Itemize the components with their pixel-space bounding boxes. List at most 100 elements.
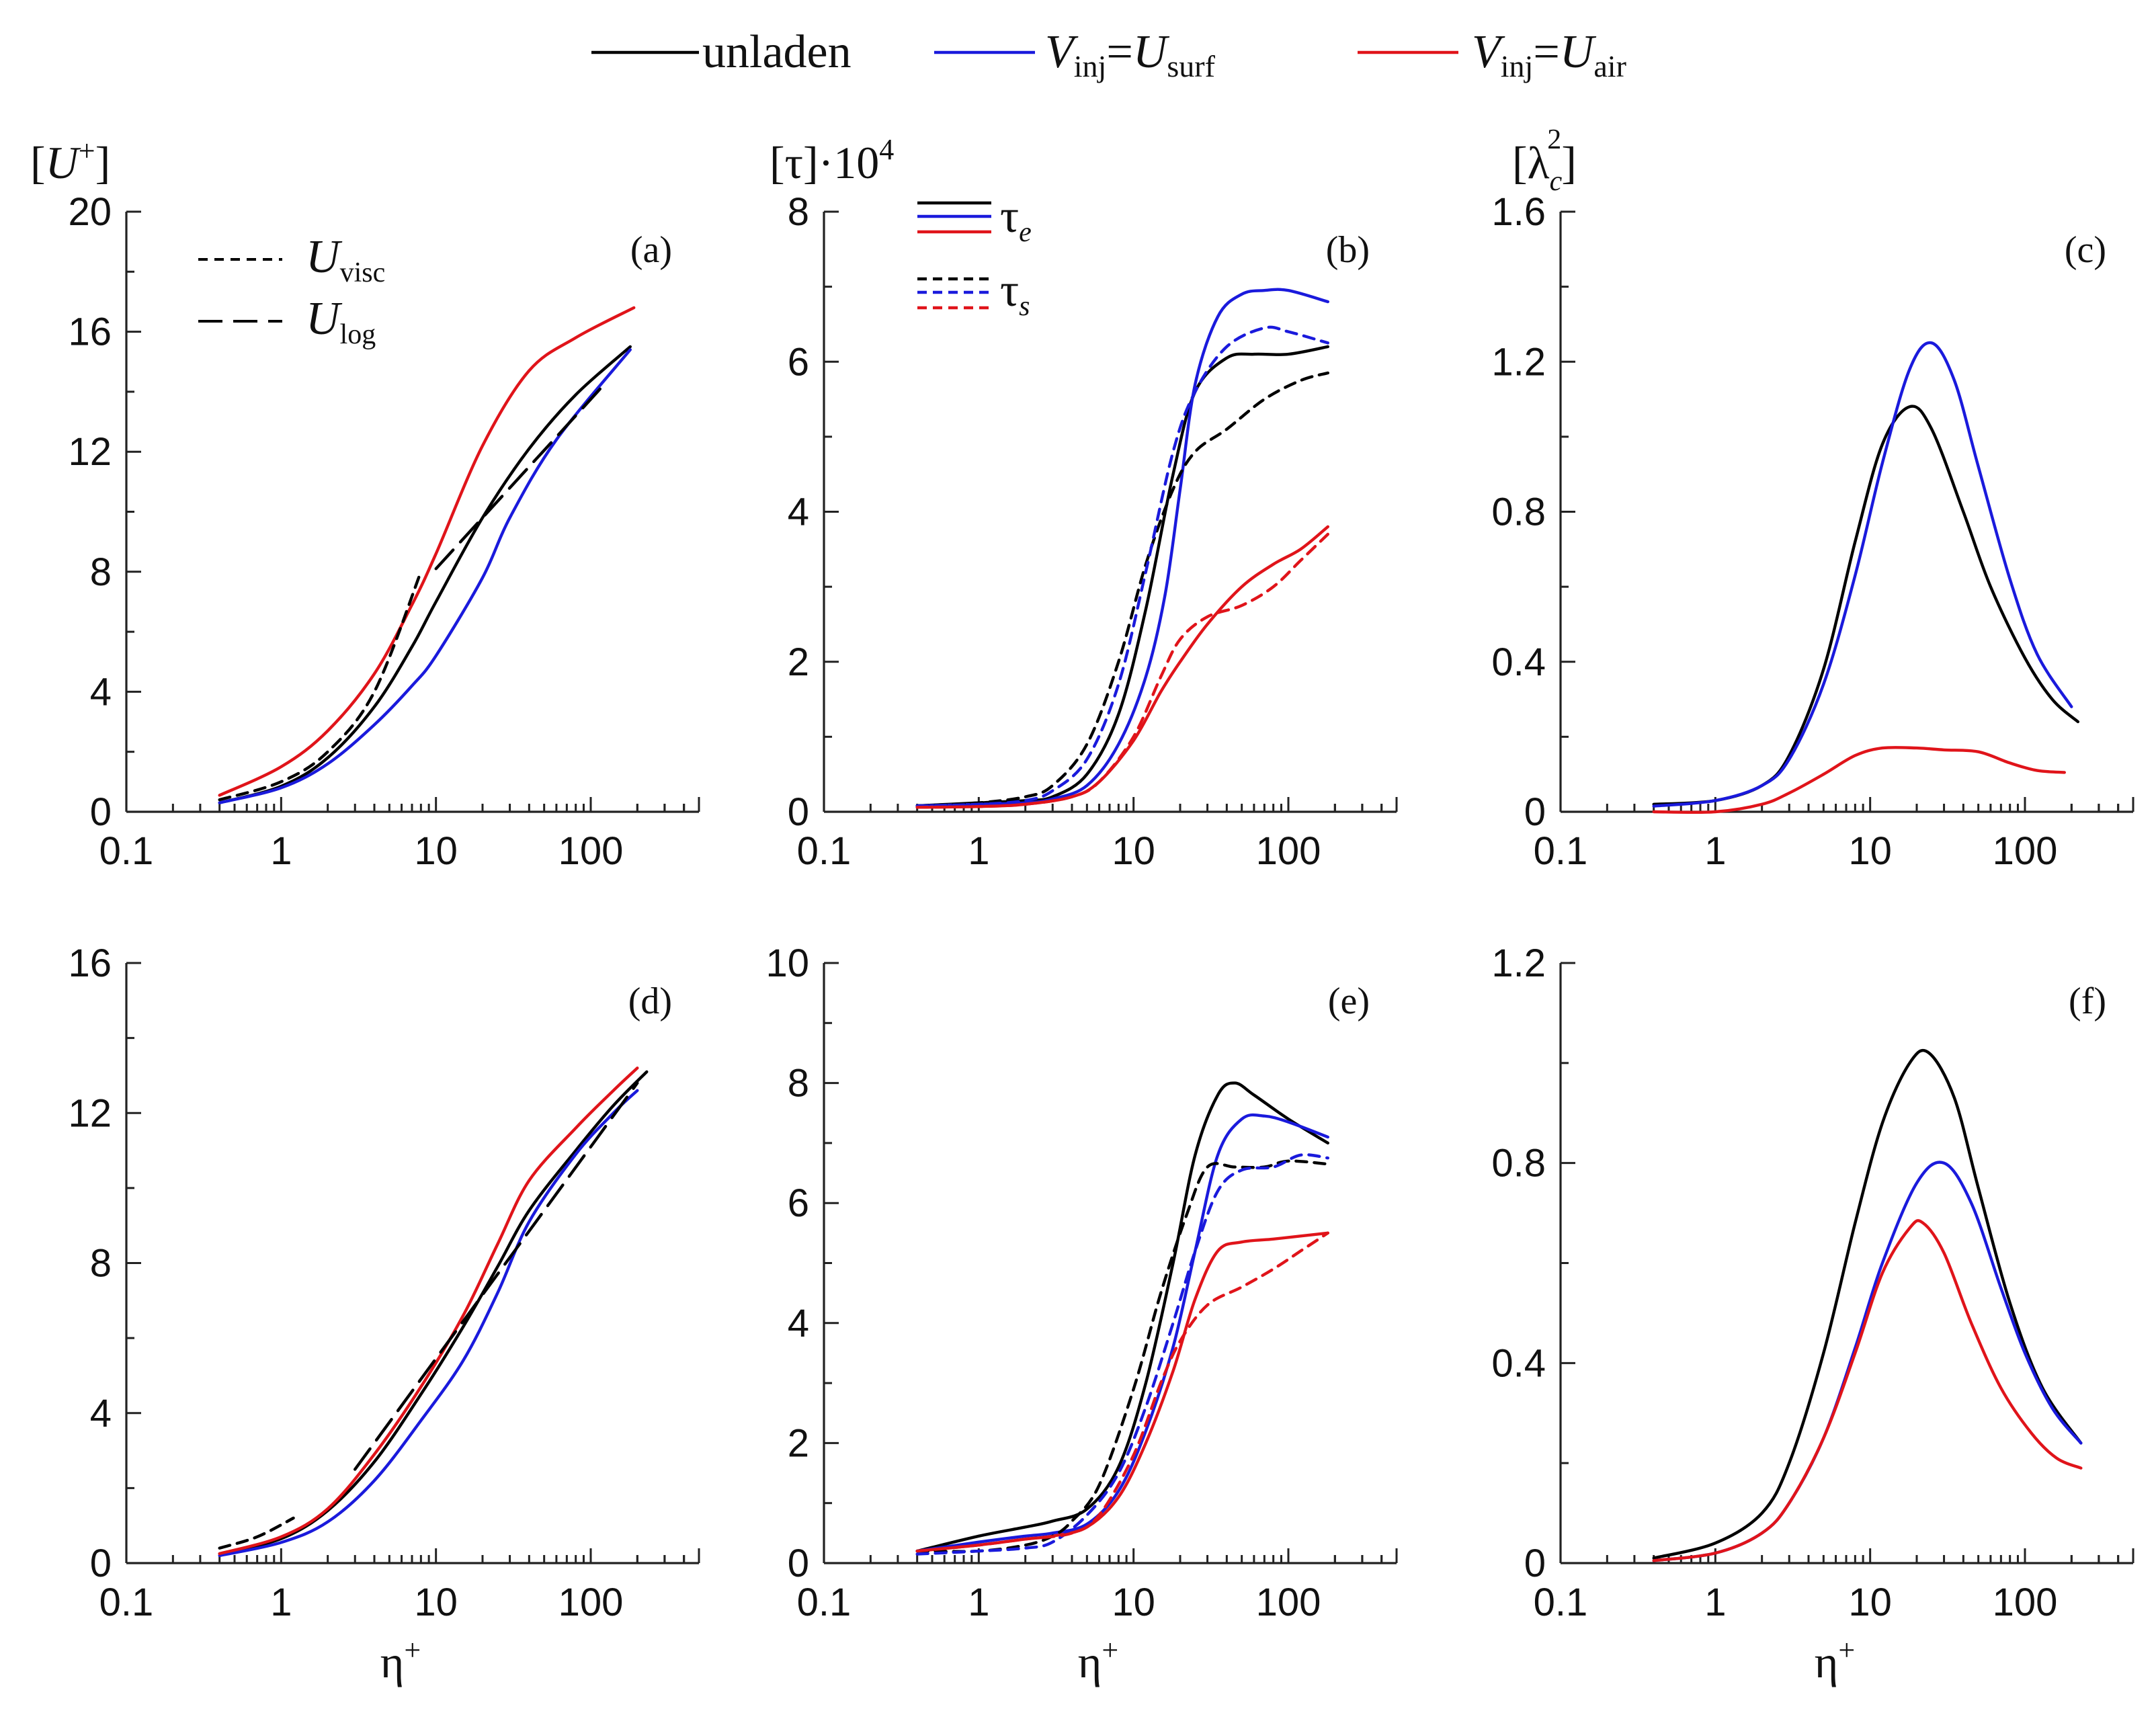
y-tick-label: 1.6	[1491, 190, 1546, 234]
uvisc-main: U	[306, 231, 343, 283]
legend-air-inj: inj	[1501, 49, 1534, 83]
panel-e: 0.1 1 10 100 0 2 4 6 8 10 (e) η+	[765, 941, 1398, 1687]
panel-label-c: (c)	[2065, 229, 2106, 271]
tau-e-main: τ	[1000, 191, 1019, 243]
y-tick-label: 0.4	[1491, 640, 1546, 684]
series-a-u-log	[434, 384, 605, 571]
x-tick-label: 0.1	[1534, 1581, 1588, 1624]
panel-label-e: (e)	[1328, 980, 1370, 1022]
x-tick-label: 0.1	[797, 829, 852, 873]
annotation-b: τe τs	[917, 191, 1032, 322]
curves-e	[915, 1081, 1329, 1556]
legend-surf-u: U	[1133, 26, 1170, 78]
x-tick-label: 100	[1993, 829, 2058, 873]
y-tick-label: 0	[788, 1542, 809, 1585]
x-tick-label: 10	[414, 1581, 458, 1624]
series-d-v-inj-u-air	[218, 1066, 639, 1556]
series-e-unladen-e	[915, 1081, 1329, 1553]
y-tick-label: 8	[788, 190, 809, 234]
x-tick-label: 100	[1993, 1581, 2058, 1624]
series-e-surf-e	[915, 1113, 1329, 1553]
ylabel-c-close: ]	[1561, 137, 1577, 188]
y-tick-label: 0	[788, 790, 809, 834]
ulog-key-label: Ulog	[306, 293, 376, 350]
legend: unladen Vinj=Usurf Vinj=Uair	[591, 26, 1626, 83]
y-tick-label: 0	[90, 790, 112, 834]
panel-a: 0.1 1 10 100 0 4 8 12 16 20 (a)	[68, 190, 700, 873]
tau-s-sub: s	[1019, 291, 1030, 322]
y-tick-label: 2	[788, 1421, 809, 1465]
y-tick-label: 6	[788, 1181, 809, 1225]
ylabel-b: [τ]·104	[770, 133, 894, 188]
series-c-v-inj-u-air	[1652, 746, 2066, 814]
x-tick-label: 0.1	[797, 1581, 852, 1624]
y-tick-label: 1.2	[1491, 941, 1546, 985]
ylabel-c: [λc 2]	[1512, 124, 1577, 197]
series-a-u-visc	[218, 570, 423, 802]
y-tick-label: 0	[1524, 1542, 1546, 1585]
x-axis-title-main: η	[1078, 1636, 1102, 1687]
annotation-a: Uvisc Ulog	[198, 231, 385, 350]
x-tick-label: 1	[968, 1581, 989, 1624]
x-axis-title-main: η	[380, 1636, 405, 1687]
curves-c	[1652, 341, 2080, 814]
panel-f: 0.1 1 10 100 0 0.4 0.8 1.2 (f) η+	[1491, 941, 2134, 1687]
series-d-u-log	[354, 1081, 639, 1471]
y-tick-label: 0.8	[1491, 491, 1546, 534]
series-e-air-s	[915, 1231, 1329, 1553]
y-tick-label: 20	[68, 190, 112, 234]
x-tick-label: 0.1	[99, 829, 154, 873]
x-axis-title-sup: +	[1838, 1634, 1855, 1667]
tau-s-label: τs	[1000, 265, 1030, 322]
series-f-v-inj-u-surf	[1652, 1161, 2083, 1562]
x-tick-label: 10	[1848, 1581, 1892, 1624]
x-tick-label: 1	[1704, 1581, 1726, 1624]
curves-f	[1652, 1048, 2083, 1562]
tau-e-sub: e	[1019, 217, 1032, 248]
x-tick-label: 100	[1256, 829, 1321, 873]
x-tick-label: 10	[1848, 829, 1892, 873]
y-tick-label: 16	[68, 941, 112, 985]
legend-air-v: V	[1472, 26, 1505, 78]
y-tick-label: 4	[788, 491, 809, 534]
y-tick-label: 12	[68, 430, 112, 474]
panel-b: 0.1 1 10 100 0 2 4 6 8 (b)	[788, 190, 1398, 873]
legend-air-sub: air	[1593, 49, 1626, 83]
series-c-v-inj-u-surf	[1652, 341, 2073, 808]
series-f-v-inj-u-air	[1652, 1219, 2083, 1562]
legend-air-u: U	[1560, 26, 1597, 78]
y-tick-label: 8	[788, 1062, 809, 1105]
y-tick-label: 6	[788, 340, 809, 384]
y-tick-label: 12	[68, 1091, 112, 1135]
y-tick-label: 8	[90, 550, 112, 594]
x-axis-title: η+	[1078, 1634, 1118, 1687]
tau-e-label: τe	[1000, 191, 1032, 248]
ylabel-b-text: [τ]·10	[770, 137, 879, 188]
series-b-surf-e	[915, 288, 1329, 808]
legend-air-eq: =	[1533, 26, 1559, 78]
x-axis-title-sup: +	[404, 1634, 421, 1667]
ylabel-c-open: [	[1512, 137, 1528, 188]
series-b-surf-s	[915, 325, 1329, 808]
ulog-main: U	[306, 293, 343, 345]
x-tick-label: 100	[558, 1581, 624, 1624]
ylabel-c-sup: 2	[1547, 124, 1561, 155]
x-tick-label: 10	[414, 829, 458, 873]
series-a-v-inj-u-air	[218, 306, 636, 797]
legend-label-unladen: unladen	[702, 26, 852, 78]
ylabel-a: [U+]	[30, 134, 110, 188]
legend-label-surf: Vinj=Usurf	[1045, 26, 1216, 83]
series-d-v-inj-u-surf	[218, 1089, 639, 1557]
panel-label-b: (b)	[1326, 229, 1370, 271]
y-tick-label: 0.4	[1491, 1341, 1546, 1385]
x-tick-label: 1	[270, 829, 292, 873]
x-tick-label: 100	[1256, 1581, 1321, 1624]
series-b-air-e	[915, 525, 1329, 809]
y-tick-label: 0.8	[1491, 1142, 1546, 1185]
panel-d: 0.1 1 10 100 0 4 8 12 16 (d) η+	[68, 941, 700, 1687]
y-tick-label: 16	[68, 310, 112, 354]
ylabel-c-sub: c	[1550, 166, 1563, 197]
ylabel-a-sup: +	[79, 134, 95, 167]
x-tick-label: 1	[270, 1581, 292, 1624]
